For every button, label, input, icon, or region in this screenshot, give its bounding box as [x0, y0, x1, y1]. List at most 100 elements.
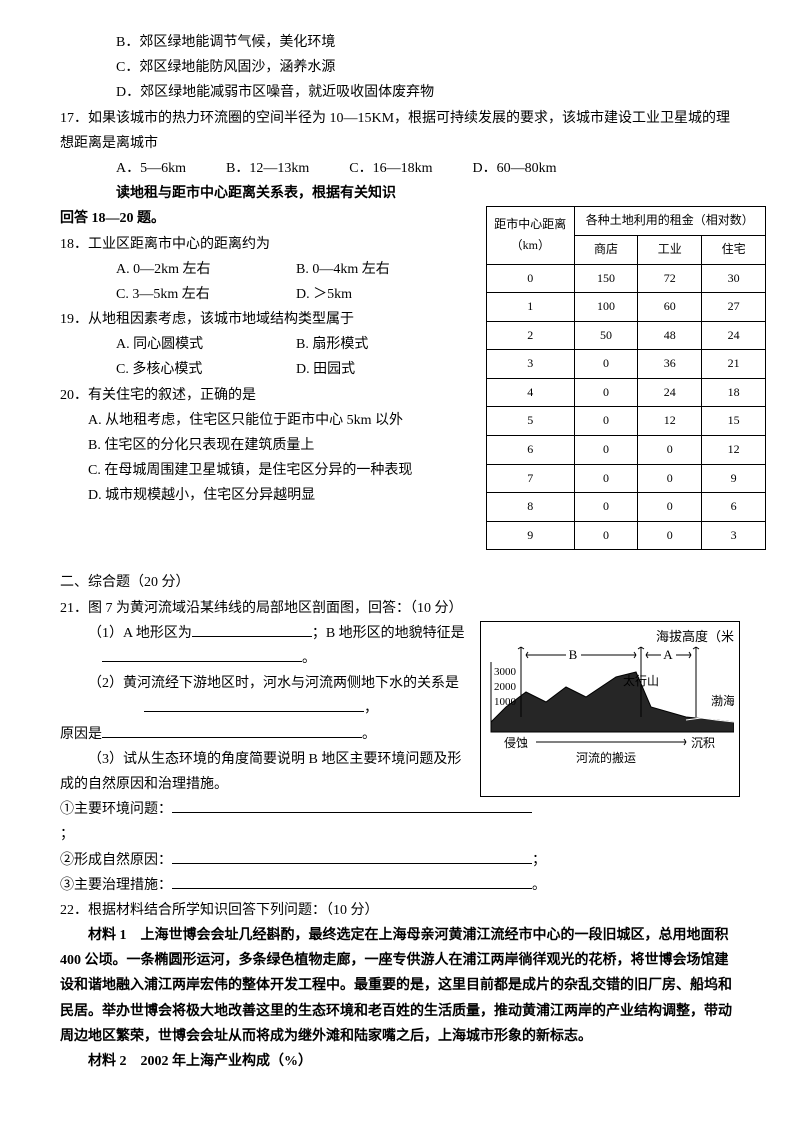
table-cell: 0: [574, 378, 638, 407]
svg-text:太行山: 太行山: [623, 673, 659, 688]
q21-p1: （1）A 地形区为；B 地形区的地貌特征是: [60, 621, 472, 646]
q20-d: D. 城市规模越小，住宅区分异越明显: [88, 483, 476, 508]
material-1: 材料 1 上海世博会会址几经斟酌，最终选定在上海母亲河黄浦江流经市中心的一段旧城…: [60, 923, 740, 1049]
q17-options: A．5—6km B．12—13km C．16—18km D．60—80km: [116, 156, 740, 181]
svg-text:渤海: 渤海: [711, 693, 734, 708]
blank-2[interactable]: [102, 661, 302, 662]
table-cell: 9: [487, 521, 575, 550]
th-res: 住宅: [702, 235, 766, 264]
table-cell: 100: [574, 293, 638, 322]
q21-p3: （3）试从生态环境的角度简要说明 B 地区主要环境问题及形成的自然原因和治理措施…: [60, 747, 472, 797]
q21-l1: ①主要环境问题：: [60, 797, 740, 822]
table-cell: 48: [638, 321, 702, 350]
q18-c: C. 3—5km 左右: [116, 282, 296, 307]
q20-a: A. 从地租考虑，住宅区只能位于距市中心 5km 以外: [88, 408, 476, 433]
table-cell: 0: [638, 493, 702, 522]
svg-text:B: B: [569, 647, 578, 662]
q21-text: 21．图 7 为黄河流域沿某纬线的局部地区剖面图，回答：（10 分）: [60, 596, 740, 621]
svg-text:沉积: 沉积: [691, 736, 715, 750]
q21-l1-end: ；: [60, 822, 740, 847]
q19-b: B. 扇形模式: [296, 332, 476, 357]
table-cell: 50: [574, 321, 638, 350]
table-cell: 7: [487, 464, 575, 493]
table-cell: 0: [487, 264, 575, 293]
table-cell: 3: [487, 350, 575, 379]
q21-l2: ②形成自然原因：；: [60, 848, 740, 873]
q20-text: 20．有关住宅的叙述，正确的是: [60, 383, 476, 408]
table-cell: 27: [702, 293, 766, 322]
table-cell: 0: [574, 407, 638, 436]
q17-a: A．5—6km: [116, 156, 186, 181]
intro-1820: 回答 18—20 题。: [60, 206, 476, 231]
rent-table: 距市中心距离（km） 各种土地利用的租金（相对数） 商店 工业 住宅 01507…: [486, 206, 766, 550]
q17-b: B．12—13km: [226, 156, 309, 181]
table-cell: 0: [574, 436, 638, 465]
q20-options: A. 从地租考虑，住宅区只能位于距市中心 5km 以外 B. 住宅区的分化只表现…: [88, 408, 476, 509]
q19-a: A. 同心圆模式: [116, 332, 296, 357]
table-cell: 3: [702, 521, 766, 550]
table-cell: 60: [638, 293, 702, 322]
profile-diagram: 海拔高度（米） 3000 2000 1000 B A 太行山 渤海 侵蚀 沉积 …: [480, 621, 740, 797]
q21-row: （1）A 地形区为；B 地形区的地貌特征是 。特征是。 （2）黄河流经下游地区时…: [60, 621, 740, 797]
th-dist: 距市中心距离（km）: [487, 207, 575, 264]
table-cell: 18: [702, 378, 766, 407]
q17-c: C．16—18km: [349, 156, 432, 181]
q16-opt-d: D．郊区绿地能减弱市区噪音，就近吸收固体废弃物: [116, 80, 740, 105]
table-cell: 5: [487, 407, 575, 436]
q18-d: D. ＞5km: [296, 282, 476, 307]
q19-options: A. 同心圆模式B. 扇形模式 C. 多核心模式D. 田园式: [116, 332, 476, 382]
th-rent: 各种土地利用的租金（相对数）: [574, 207, 765, 236]
q16-opt-b: B．郊区绿地能调节气候，美化环境: [116, 30, 740, 55]
table-cell: 0: [638, 436, 702, 465]
q17-d: D．60—80km: [472, 156, 556, 181]
blank-7[interactable]: [172, 888, 532, 889]
blank-3[interactable]: [144, 711, 364, 712]
table-cell: 1: [487, 293, 575, 322]
q18-options: A. 0—2km 左右B. 0—4km 左右 C. 3—5km 左右D. ＞5k…: [116, 257, 476, 307]
q21-l3: ③主要治理措施：。: [60, 873, 740, 898]
table-cell: 0: [638, 521, 702, 550]
q19-text: 19．从地租因素考虑，该城市地域结构类型属于: [60, 307, 476, 332]
table-cell: 0: [574, 350, 638, 379]
table-cell: 4: [487, 378, 575, 407]
table-cell: 0: [638, 464, 702, 493]
table-cell: 21: [702, 350, 766, 379]
q17-text: 17．如果该城市的热力环流圈的空间半径为 10—15KM，根据可持续发展的要求，…: [60, 106, 740, 156]
table-cell: 6: [702, 493, 766, 522]
table-cell: 6: [487, 436, 575, 465]
svg-text:3000: 3000: [494, 666, 517, 678]
q19-d: D. 田园式: [296, 357, 476, 382]
svg-text:A: A: [663, 647, 673, 662]
table-cell: 8: [487, 493, 575, 522]
q18-text: 18．工业区距离市中心的距离约为: [60, 232, 476, 257]
table-cell: 0: [574, 493, 638, 522]
q16-opt-c: C．郊区绿地能防风固沙，涵养水源: [116, 55, 740, 80]
table-cell: 12: [702, 436, 766, 465]
q20-b: B. 住宅区的分化只表现在建筑质量上: [88, 433, 476, 458]
instruction-1820: 读地租与距市中心距离关系表，根据有关知识: [116, 181, 740, 206]
table-cell: 30: [702, 264, 766, 293]
blank-5[interactable]: [172, 812, 532, 813]
table-cell: 2: [487, 321, 575, 350]
table-cell: 12: [638, 407, 702, 436]
q18-a: A. 0—2km 左右: [116, 257, 296, 282]
blank-4[interactable]: [102, 737, 362, 738]
svg-text:河流的搬运: 河流的搬运: [576, 750, 636, 765]
diag-ylab: 海拔高度（米）: [656, 629, 734, 644]
blank-1[interactable]: [192, 636, 312, 637]
table-cell: 9: [702, 464, 766, 493]
table-cell: 150: [574, 264, 638, 293]
svg-text:2000: 2000: [494, 681, 517, 693]
material-2: 材料 2 2002 年上海产业构成（%）: [60, 1049, 740, 1074]
table-cell: 24: [702, 321, 766, 350]
svg-text:侵蚀: 侵蚀: [504, 735, 528, 750]
th-shop: 商店: [574, 235, 638, 264]
table-cell: 36: [638, 350, 702, 379]
table-cell: 0: [574, 521, 638, 550]
table-cell: 72: [638, 264, 702, 293]
blank-6[interactable]: [172, 863, 532, 864]
q18-20-row: 回答 18—20 题。 18．工业区距离市中心的距离约为 A. 0—2km 左右…: [60, 206, 740, 550]
q22-text: 22．根据材料结合所学知识回答下列问题：（10 分）: [60, 898, 740, 923]
table-cell: 24: [638, 378, 702, 407]
section-2: 二、综合题（20 分）: [60, 570, 740, 595]
